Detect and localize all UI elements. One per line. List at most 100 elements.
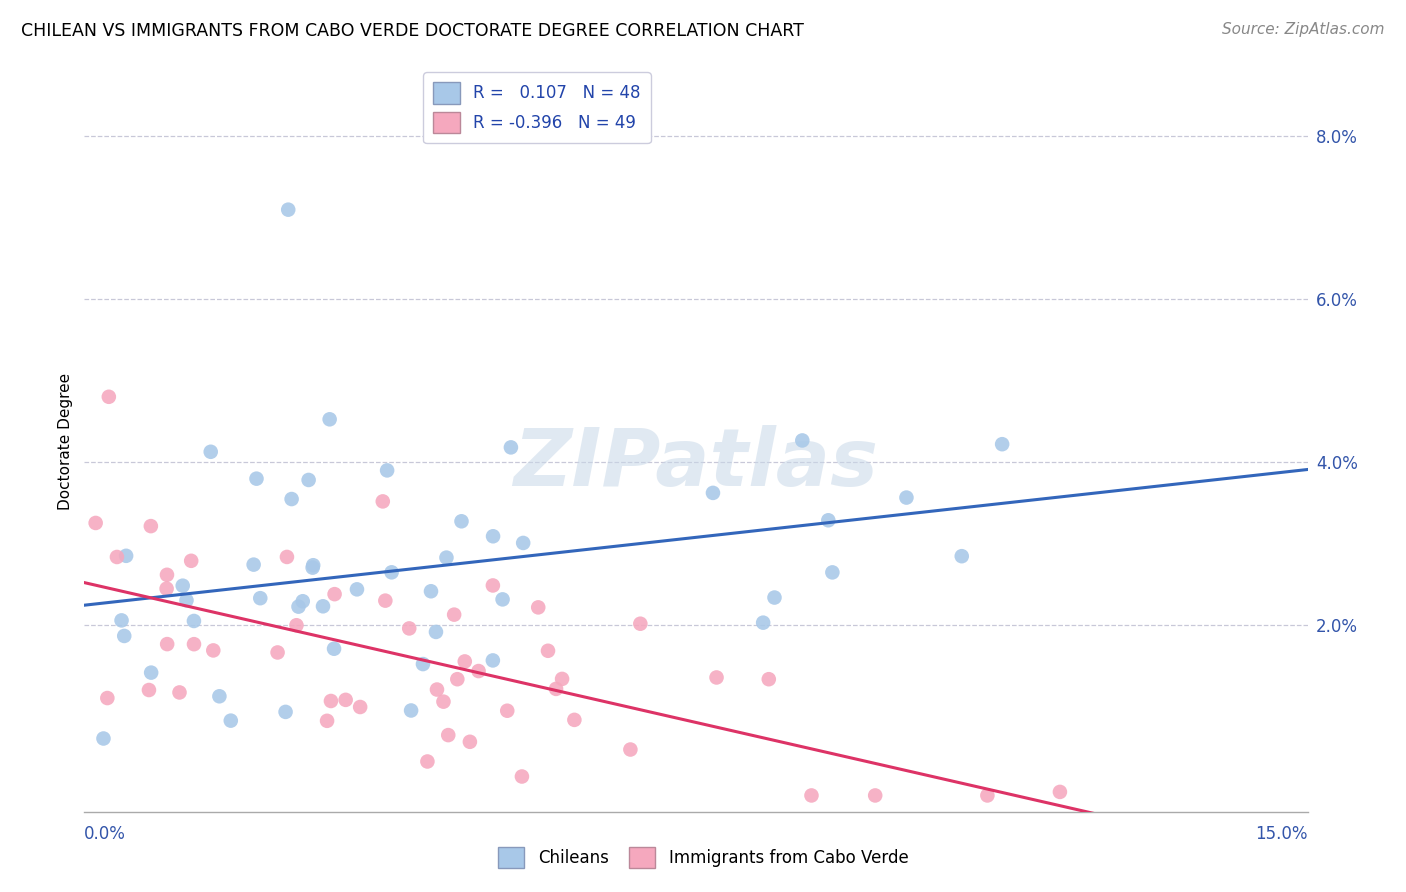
- Point: [706, 670, 728, 684]
- Point: [156, 637, 179, 651]
- Point: [346, 582, 368, 597]
- Point: [752, 615, 775, 630]
- Point: [96, 691, 118, 706]
- Point: [619, 742, 641, 756]
- Point: [242, 558, 264, 572]
- Point: [323, 587, 346, 601]
- Point: [112, 629, 135, 643]
- Point: [156, 567, 179, 582]
- Point: [896, 491, 918, 505]
- Legend: Chileans, Immigrants from Cabo Verde: Chileans, Immigrants from Cabo Verde: [491, 840, 915, 875]
- Point: [416, 755, 439, 769]
- Point: [482, 653, 505, 667]
- Point: [316, 714, 339, 728]
- Point: [499, 441, 522, 455]
- Point: [349, 700, 371, 714]
- Point: [537, 644, 560, 658]
- Point: [758, 672, 780, 686]
- Point: [527, 600, 550, 615]
- Text: Source: ZipAtlas.com: Source: ZipAtlas.com: [1222, 22, 1385, 37]
- Point: [817, 513, 839, 527]
- Point: [450, 514, 472, 528]
- Point: [512, 536, 534, 550]
- Y-axis label: Doctorate Degree: Doctorate Degree: [58, 373, 73, 510]
- Point: [110, 613, 132, 627]
- Point: [277, 202, 299, 217]
- Point: [319, 694, 342, 708]
- Point: [763, 591, 786, 605]
- Point: [301, 560, 323, 574]
- Point: [84, 516, 107, 530]
- Point: [454, 655, 477, 669]
- Point: [115, 549, 138, 563]
- Point: [172, 579, 194, 593]
- Point: [249, 591, 271, 606]
- Point: [312, 599, 335, 614]
- Text: CHILEAN VS IMMIGRANTS FROM CABO VERDE DOCTORATE DEGREE CORRELATION CHART: CHILEAN VS IMMIGRANTS FROM CABO VERDE DO…: [21, 22, 804, 40]
- Point: [219, 714, 242, 728]
- Point: [139, 519, 162, 533]
- Point: [482, 578, 505, 592]
- Point: [291, 594, 314, 608]
- Point: [371, 494, 394, 508]
- Point: [200, 444, 222, 458]
- Point: [482, 529, 505, 543]
- Point: [821, 566, 844, 580]
- Point: [156, 582, 179, 596]
- Point: [432, 695, 454, 709]
- Point: [302, 558, 325, 573]
- Point: [323, 641, 346, 656]
- Point: [183, 614, 205, 628]
- Point: [176, 593, 198, 607]
- Point: [266, 645, 288, 659]
- Point: [628, 616, 651, 631]
- Point: [318, 412, 340, 426]
- Point: [375, 463, 398, 477]
- Point: [381, 566, 404, 580]
- Point: [458, 735, 481, 749]
- Point: [863, 789, 886, 803]
- Point: [208, 690, 231, 704]
- Point: [437, 728, 460, 742]
- Point: [425, 624, 447, 639]
- Point: [443, 607, 465, 622]
- Point: [510, 770, 533, 784]
- Text: 0.0%: 0.0%: [84, 825, 127, 843]
- Point: [950, 549, 973, 564]
- Point: [1049, 785, 1071, 799]
- Text: 15.0%: 15.0%: [1256, 825, 1308, 843]
- Point: [280, 491, 302, 506]
- Point: [274, 705, 297, 719]
- Point: [436, 550, 458, 565]
- Point: [287, 599, 309, 614]
- Point: [491, 592, 513, 607]
- Point: [285, 618, 308, 632]
- Text: ZIPatlas: ZIPatlas: [513, 425, 879, 503]
- Point: [141, 665, 163, 680]
- Point: [374, 593, 396, 607]
- Point: [169, 685, 191, 699]
- Point: [446, 672, 468, 686]
- Point: [702, 486, 724, 500]
- Point: [496, 704, 519, 718]
- Point: [800, 789, 823, 803]
- Point: [976, 789, 998, 803]
- Point: [202, 643, 225, 657]
- Point: [426, 682, 449, 697]
- Point: [105, 549, 128, 564]
- Point: [551, 672, 574, 686]
- Point: [245, 472, 267, 486]
- Point: [138, 683, 160, 698]
- Point: [792, 434, 814, 448]
- Point: [298, 473, 321, 487]
- Point: [97, 390, 120, 404]
- Point: [991, 437, 1014, 451]
- Point: [183, 637, 205, 651]
- Point: [467, 664, 489, 678]
- Point: [93, 731, 115, 746]
- Point: [335, 693, 357, 707]
- Legend: R =   0.107   N = 48, R = -0.396   N = 49: R = 0.107 N = 48, R = -0.396 N = 49: [423, 72, 651, 144]
- Point: [544, 681, 567, 696]
- Point: [412, 657, 434, 671]
- Point: [399, 704, 422, 718]
